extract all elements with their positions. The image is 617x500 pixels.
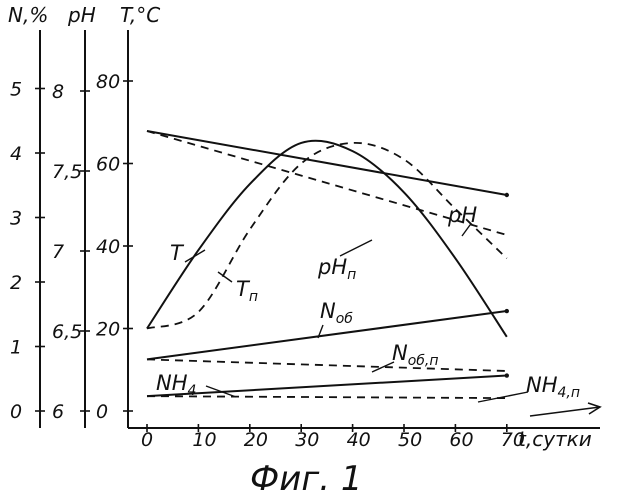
series-label-leader — [478, 392, 528, 402]
x-axis-arrow-line — [530, 407, 600, 416]
series-line-nh-4-п — [147, 396, 507, 398]
series-line-n-об-п — [147, 359, 507, 371]
series-end-point — [505, 309, 509, 313]
ph-axis-tick-label: 6,5 — [52, 321, 82, 343]
x-tick-label: 30 — [295, 429, 319, 451]
n-axis-tick-label: 1 — [10, 337, 22, 359]
series-line-nh-4 — [147, 376, 507, 397]
n-axis-tick-label: 4 — [10, 143, 22, 165]
ph-axis-tick-label: 7,5 — [52, 161, 82, 183]
x-tick-label: 50 — [398, 429, 422, 451]
ph-axis-tick-label: 8 — [52, 81, 64, 103]
series-end-point — [505, 373, 509, 377]
t-axis-tick-label: 40 — [96, 236, 120, 258]
t-axis-tick-label: 60 — [96, 154, 120, 176]
t-axis-tick-label: 80 — [96, 71, 120, 93]
n-axis-tick-label: 5 — [10, 79, 22, 101]
series-end-point — [505, 193, 509, 197]
n-axis-tick-label: 2 — [10, 272, 22, 294]
series-label-leader — [185, 250, 205, 262]
series-label-n-об: Nоб — [320, 299, 353, 327]
t-axis-tick-label: 0 — [96, 401, 108, 423]
x-tick-label: 20 — [244, 429, 268, 451]
t-axis-label: T,°C — [120, 3, 160, 27]
ph-axis-tick-label: 6 — [52, 401, 64, 423]
ticks-layer: 01020304050607001234566,577,58020406080 — [10, 71, 525, 451]
n-axis-tick-label: 0 — [10, 401, 22, 423]
series-label-ph-п: pHп — [317, 255, 356, 283]
x-tick-label: 0 — [141, 429, 153, 451]
series-label-n-об-п: Nоб,п — [392, 341, 439, 369]
ph-axis-label: pH — [67, 3, 96, 27]
x-tick-label: 70 — [501, 429, 525, 451]
ph-axis-tick-label: 7 — [52, 241, 64, 263]
x-axis-label: t,сутки — [518, 427, 592, 451]
series-label-leader — [340, 240, 372, 256]
x-tick-label: 60 — [449, 429, 473, 451]
series-label-ph: pH — [447, 203, 477, 227]
series-line-ph — [147, 131, 507, 195]
series-label-t-п: Tп — [236, 277, 258, 305]
series-label-nh-4: NH4 — [156, 371, 196, 399]
t-axis-tick-label: 20 — [96, 319, 120, 341]
series-label-t: T — [170, 241, 185, 265]
n-axis-label: N,% — [8, 3, 48, 27]
series-label-nh-4-п: NH4,п — [526, 373, 580, 401]
series-labels-layer: T Tп pH pHп Nоб Nоб,п NH4 NH4,п — [156, 203, 580, 402]
x-tick-label: 10 — [192, 429, 216, 451]
figure-caption: Фиг. 1 — [250, 459, 362, 499]
x-tick-label: 40 — [347, 429, 371, 451]
n-axis-tick-label: 3 — [10, 208, 22, 230]
